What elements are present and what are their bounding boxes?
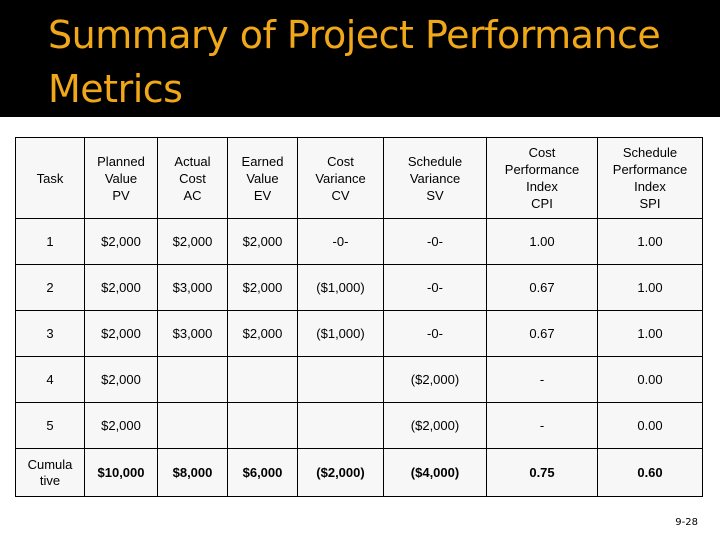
column-header-line: Index	[634, 179, 666, 194]
column-header: Schedule Variance SV	[383, 137, 487, 219]
slide-title-line-1: Summary of Project Performance	[48, 13, 661, 57]
cumulative-cell: $6,000	[227, 448, 298, 497]
cumulative-label-line: tive	[39, 472, 61, 488]
title-accent-bar	[22, 0, 30, 117]
table-cell: ($1,000)	[297, 310, 384, 357]
cumulative-label-line: Cumula	[27, 456, 73, 472]
table-cell	[297, 402, 384, 449]
cumulative-cell: ($2,000)	[297, 448, 384, 497]
table-cell: 1.00	[597, 218, 703, 265]
column-header-line: Variance	[409, 170, 461, 186]
table-cell: $2,000	[84, 402, 158, 449]
column-header-line: Value	[246, 170, 279, 186]
column-header-line: Cost	[327, 153, 354, 169]
cumulative-cell: 0.75	[486, 448, 598, 497]
table-cell: 4	[15, 356, 85, 403]
table-cell: 1.00	[597, 310, 703, 357]
table-cell: 2	[15, 264, 85, 311]
table-cell: $2,000	[227, 264, 298, 311]
table-row-cumulative: Cumula tive $10,000 $8,000 $6,000 ($2,000) ($4…	[15, 448, 703, 497]
table-cell: -0-	[383, 264, 487, 311]
table-cell: 0.00	[597, 402, 703, 449]
column-header-line: CV	[331, 187, 350, 203]
column-header-line: EV	[253, 187, 272, 203]
table-cell	[227, 356, 298, 403]
table-row: 3 $2,000 $3,000 $2,000 ($1,000) -0- 0.67 1.00	[15, 310, 703, 357]
table-cell: 1.00	[486, 218, 598, 265]
table-cell: 1	[15, 218, 85, 265]
column-header: Cost Variance CV	[297, 137, 384, 219]
table-row: 4 $2,000 ($2,000) -0.00	[15, 356, 703, 403]
column-header: Task	[15, 137, 85, 219]
table-cell	[297, 356, 384, 403]
column-header-line: Cost	[528, 145, 556, 160]
table-row: 1 $2,000 $2,000 $2,000 -0- -0- 1.00 1.00	[15, 218, 703, 265]
column-header-line: Task	[36, 170, 64, 186]
column-header: Planned Value PV	[84, 137, 158, 219]
cumulative-cell: $8,000	[157, 448, 228, 497]
table-cell: $3,000	[157, 264, 228, 311]
column-header-line: Index	[526, 179, 558, 194]
column-header-line: Schedule	[622, 145, 678, 160]
table-row: 2 $2,000 $3,000 $2,000 ($1,000) -0- 0.67 1.00	[15, 264, 703, 311]
table-cell: -	[486, 402, 598, 449]
column-header: Schedule Performance Index SPI	[597, 137, 703, 219]
table-cell: 0.00	[597, 356, 703, 403]
table-row: 5 $2,000 ($2,000) -0.00	[15, 402, 703, 449]
column-header-line: Planned	[97, 153, 145, 169]
column-header-line: SPI	[639, 196, 661, 211]
column-header-line: Performance	[612, 162, 688, 177]
table-cell: ($1,000)	[297, 264, 384, 311]
column-header-line: Cost	[179, 170, 206, 186]
cumulative-cell: $10,000	[84, 448, 158, 497]
column-header-line: Performance	[504, 162, 580, 177]
table-header-row: Task Planned Value PV Actual Cost AC Earned Valu…	[15, 137, 703, 219]
table-cell: 0.67	[486, 264, 598, 311]
table-cell: ($2,000)	[383, 356, 487, 403]
slide-title-line-2: Metrics	[48, 67, 183, 111]
slide-number: 9-28	[675, 517, 698, 528]
table-cell: -0-	[383, 310, 487, 357]
table-cell: -	[486, 356, 598, 403]
column-header-line: PV	[112, 187, 130, 203]
table-cell: $2,000	[227, 310, 298, 357]
column-header-line: Earned	[241, 153, 284, 169]
table-cell	[157, 402, 228, 449]
column-header: Cost Performance Index CPI	[486, 137, 598, 219]
column-header-line: Variance	[315, 170, 366, 186]
column-header-line: SV	[426, 187, 444, 203]
table-cell: $2,000	[84, 264, 158, 311]
table-cell: -0-	[297, 218, 384, 265]
column-header-line: CPI	[531, 196, 553, 211]
table-body: 1 $2,000 $2,000 $2,000 -0- -0- 1.00 1.00 2 $2,000…	[15, 218, 703, 497]
cumulative-cell: ($4,000)	[383, 448, 487, 497]
slide-title: Summary of Project Performance Metrics	[48, 8, 708, 116]
title-band	[0, 0, 720, 117]
table-cell: $2,000	[227, 218, 298, 265]
cumulative-label-cell: Cumula tive	[15, 448, 85, 497]
table-cell: $2,000	[84, 218, 158, 265]
cumulative-cell: 0.60	[597, 448, 703, 497]
table-cell: $2,000	[84, 356, 158, 403]
table-cell: 1.00	[597, 264, 703, 311]
metrics-table: Task Planned Value PV Actual Cost AC Earned Valu…	[15, 137, 703, 497]
column-header-line: Value	[104, 170, 138, 186]
column-header: Actual Cost AC	[157, 137, 228, 219]
column-header-line: Schedule	[407, 153, 463, 169]
column-header-line: Actual	[174, 153, 211, 169]
table-cell: 0.67	[486, 310, 598, 357]
table-cell: $2,000	[84, 310, 158, 357]
table-cell: -0-	[383, 218, 487, 265]
table-cell: $2,000	[157, 218, 228, 265]
table-cell	[227, 402, 298, 449]
table-cell: ($2,000)	[383, 402, 487, 449]
table-cell: $3,000	[157, 310, 228, 357]
table-cell: 3	[15, 310, 85, 357]
column-header: Earned Value EV	[227, 137, 298, 219]
table-cell: 5	[15, 402, 85, 449]
metrics-table-container: Task Planned Value PV Actual Cost AC Earned Valu…	[15, 137, 703, 497]
table-cell	[157, 356, 228, 403]
column-header-line: AC	[183, 187, 202, 203]
